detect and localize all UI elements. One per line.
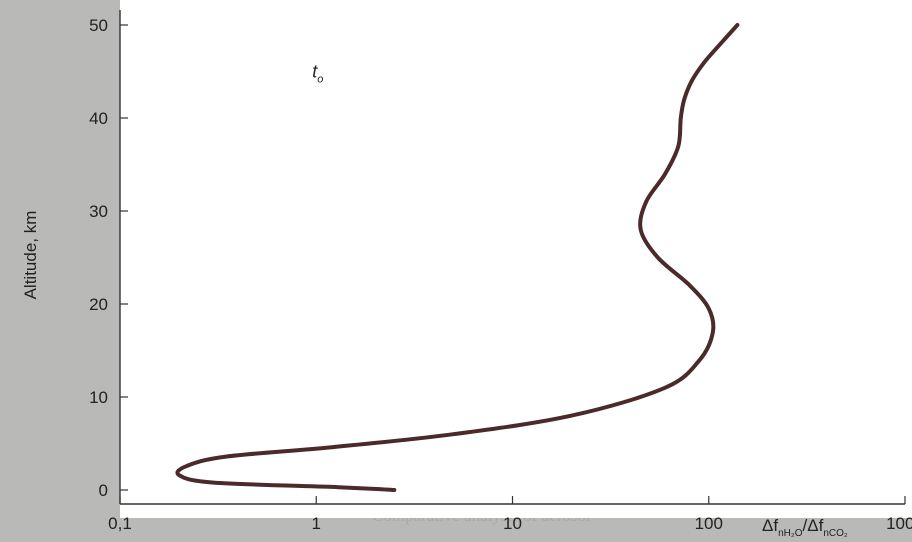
x-axis-label-sub2: nCO₂: [823, 528, 848, 537]
y-axis-label: Altitude, km: [21, 211, 40, 300]
y-tick-label: 50: [89, 16, 108, 35]
x-tick-label: 1: [312, 514, 321, 533]
x-axis-label-sep: /Δf: [803, 516, 824, 535]
annotation-t0-sub: o: [317, 74, 323, 86]
labels-layer: Altitude, km ΔfnH₂O/ΔfnCO₂ to: [21, 62, 848, 540]
series-layer: [175, 23, 740, 492]
y-tick-label: 0: [99, 481, 108, 500]
x-tick-label: 0,1: [108, 514, 132, 533]
x-tick-label: 100: [695, 514, 723, 533]
annotation-t0-main: t: [312, 62, 318, 82]
x-tick-label: 1000: [886, 514, 912, 533]
y-tick-label: 10: [89, 388, 108, 407]
series-line: [175, 23, 740, 492]
x-axis-label: ΔfnH₂O/ΔfnCO₂: [762, 516, 848, 537]
axes: 0 10 20 30 40 50 0,1 1 10 100 1000: [89, 10, 912, 533]
y-tick-label: 30: [89, 202, 108, 221]
y-tick-label: 40: [89, 109, 108, 128]
annotation-t0: to: [312, 62, 323, 86]
y-tick-label: 20: [89, 295, 108, 314]
plot-area: [120, 0, 912, 518]
x-axis-label-sub1: nH₂O: [778, 528, 803, 537]
x-axis-label-base1: Δf: [762, 516, 778, 535]
x-tick-label: 10: [503, 514, 522, 533]
